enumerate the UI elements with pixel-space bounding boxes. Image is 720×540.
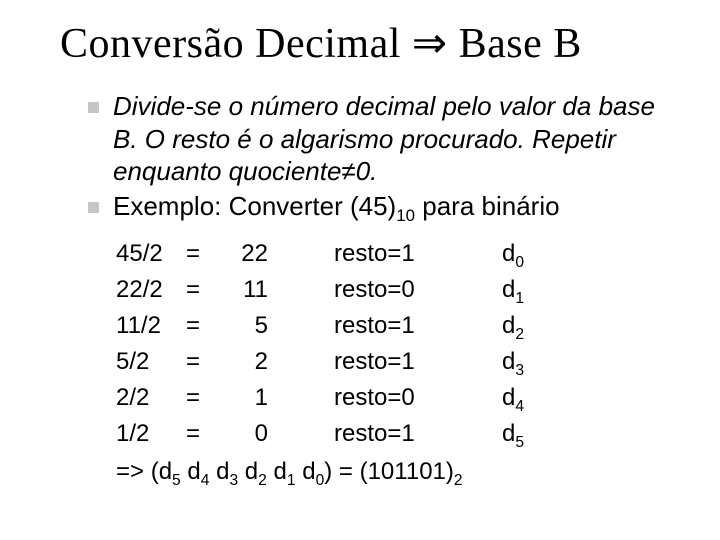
- r-sep3: d: [238, 458, 258, 485]
- table-row: 2/2 = 1 resto=0 d4: [116, 380, 670, 416]
- r-s3: 3: [229, 472, 238, 489]
- dividend: 1/2: [116, 416, 186, 452]
- title-pre: Conversão Decimal: [60, 21, 412, 67]
- bullet2-sub: 10: [396, 206, 415, 225]
- quotient: 0: [224, 416, 276, 452]
- digit-d: d: [502, 240, 515, 267]
- digit: d4: [502, 380, 524, 416]
- table-row: 11/2 = 5 resto=1 d2: [116, 308, 670, 344]
- remainder: resto=1: [334, 308, 454, 344]
- bullet-square-icon: [88, 102, 99, 113]
- remainder: resto=1: [334, 416, 454, 452]
- result-pre: => (d: [116, 458, 172, 485]
- r-s2: 2: [258, 472, 267, 489]
- equals: =: [186, 272, 224, 308]
- digit-sub: 3: [515, 362, 524, 379]
- quotient: 2: [224, 344, 276, 380]
- digit-sub: 0: [515, 254, 524, 271]
- digit-d: d: [502, 420, 515, 447]
- equals: =: [186, 380, 224, 416]
- bullet-text-2: Exemplo: Converter (45)10 para binário: [113, 190, 560, 223]
- table-row: 22/2 = 11 resto=0 d1: [116, 272, 670, 308]
- quotient: 5: [224, 308, 276, 344]
- digit-sub: 4: [515, 398, 524, 415]
- digit-d: d: [502, 276, 515, 303]
- equals: =: [186, 308, 224, 344]
- slide-title: Conversão Decimal ⇒ Base B: [60, 18, 670, 68]
- r-sep2: d: [209, 458, 229, 485]
- digit-sub: 5: [515, 434, 524, 451]
- bullet-item: Exemplo: Converter (45)10 para binário: [88, 190, 670, 223]
- quotient: 22: [224, 236, 276, 272]
- dividend: 45/2: [116, 236, 186, 272]
- digit: d0: [502, 236, 524, 272]
- r-s0: 0: [316, 472, 325, 489]
- bullet-item: Divide-se o número decimal pelo valor da…: [88, 90, 670, 188]
- division-table: 45/2 = 22 resto=1 d0 22/2 = 11 resto=0 d…: [116, 236, 670, 490]
- digit-d: d: [502, 348, 515, 375]
- title-post: Base B: [448, 21, 582, 67]
- bullet-list: Divide-se o número decimal pelo valor da…: [60, 90, 670, 222]
- digit-sub: 1: [515, 290, 524, 307]
- dividend: 22/2: [116, 272, 186, 308]
- remainder: resto=1: [334, 236, 454, 272]
- r-s5: 5: [172, 472, 181, 489]
- bullet-text-1: Divide-se o número decimal pelo valor da…: [113, 90, 670, 188]
- digit-d: d: [502, 312, 515, 339]
- r-sep5: d: [296, 458, 316, 485]
- r-sep1: d: [181, 458, 201, 485]
- dividend: 11/2: [116, 308, 186, 344]
- r-mid: ) = (101101): [324, 458, 454, 485]
- remainder: resto=0: [334, 380, 454, 416]
- dividend: 2/2: [116, 380, 186, 416]
- table-row: 45/2 = 22 resto=1 d0: [116, 236, 670, 272]
- bullet2-post: para binário: [415, 191, 560, 221]
- table-row: 1/2 = 0 resto=1 d5: [116, 416, 670, 452]
- equals: =: [186, 416, 224, 452]
- quotient: 11: [224, 272, 276, 308]
- remainder: resto=0: [334, 272, 454, 308]
- digit-d: d: [502, 384, 515, 411]
- equals: =: [186, 236, 224, 272]
- r-sep4: d: [267, 458, 287, 485]
- dividend: 5/2: [116, 344, 186, 380]
- digit: d1: [502, 272, 524, 308]
- digit: d2: [502, 308, 524, 344]
- r-s1: 1: [287, 472, 296, 489]
- bullet2-pre: Exemplo: Converter (45): [113, 191, 396, 221]
- digit: d3: [502, 344, 524, 380]
- digit-sub: 2: [515, 326, 524, 343]
- digit: d5: [502, 416, 524, 452]
- quotient: 1: [224, 380, 276, 416]
- result-line: => (d5 d4 d3 d2 d1 d0) = (101101)2: [116, 454, 670, 490]
- bullet-square-icon: [88, 202, 99, 213]
- table-row: 5/2 = 2 resto=1 d3: [116, 344, 670, 380]
- equals: =: [186, 344, 224, 380]
- title-arrow: ⇒: [412, 21, 448, 67]
- r-rsub: 2: [454, 472, 463, 489]
- remainder: resto=1: [334, 344, 454, 380]
